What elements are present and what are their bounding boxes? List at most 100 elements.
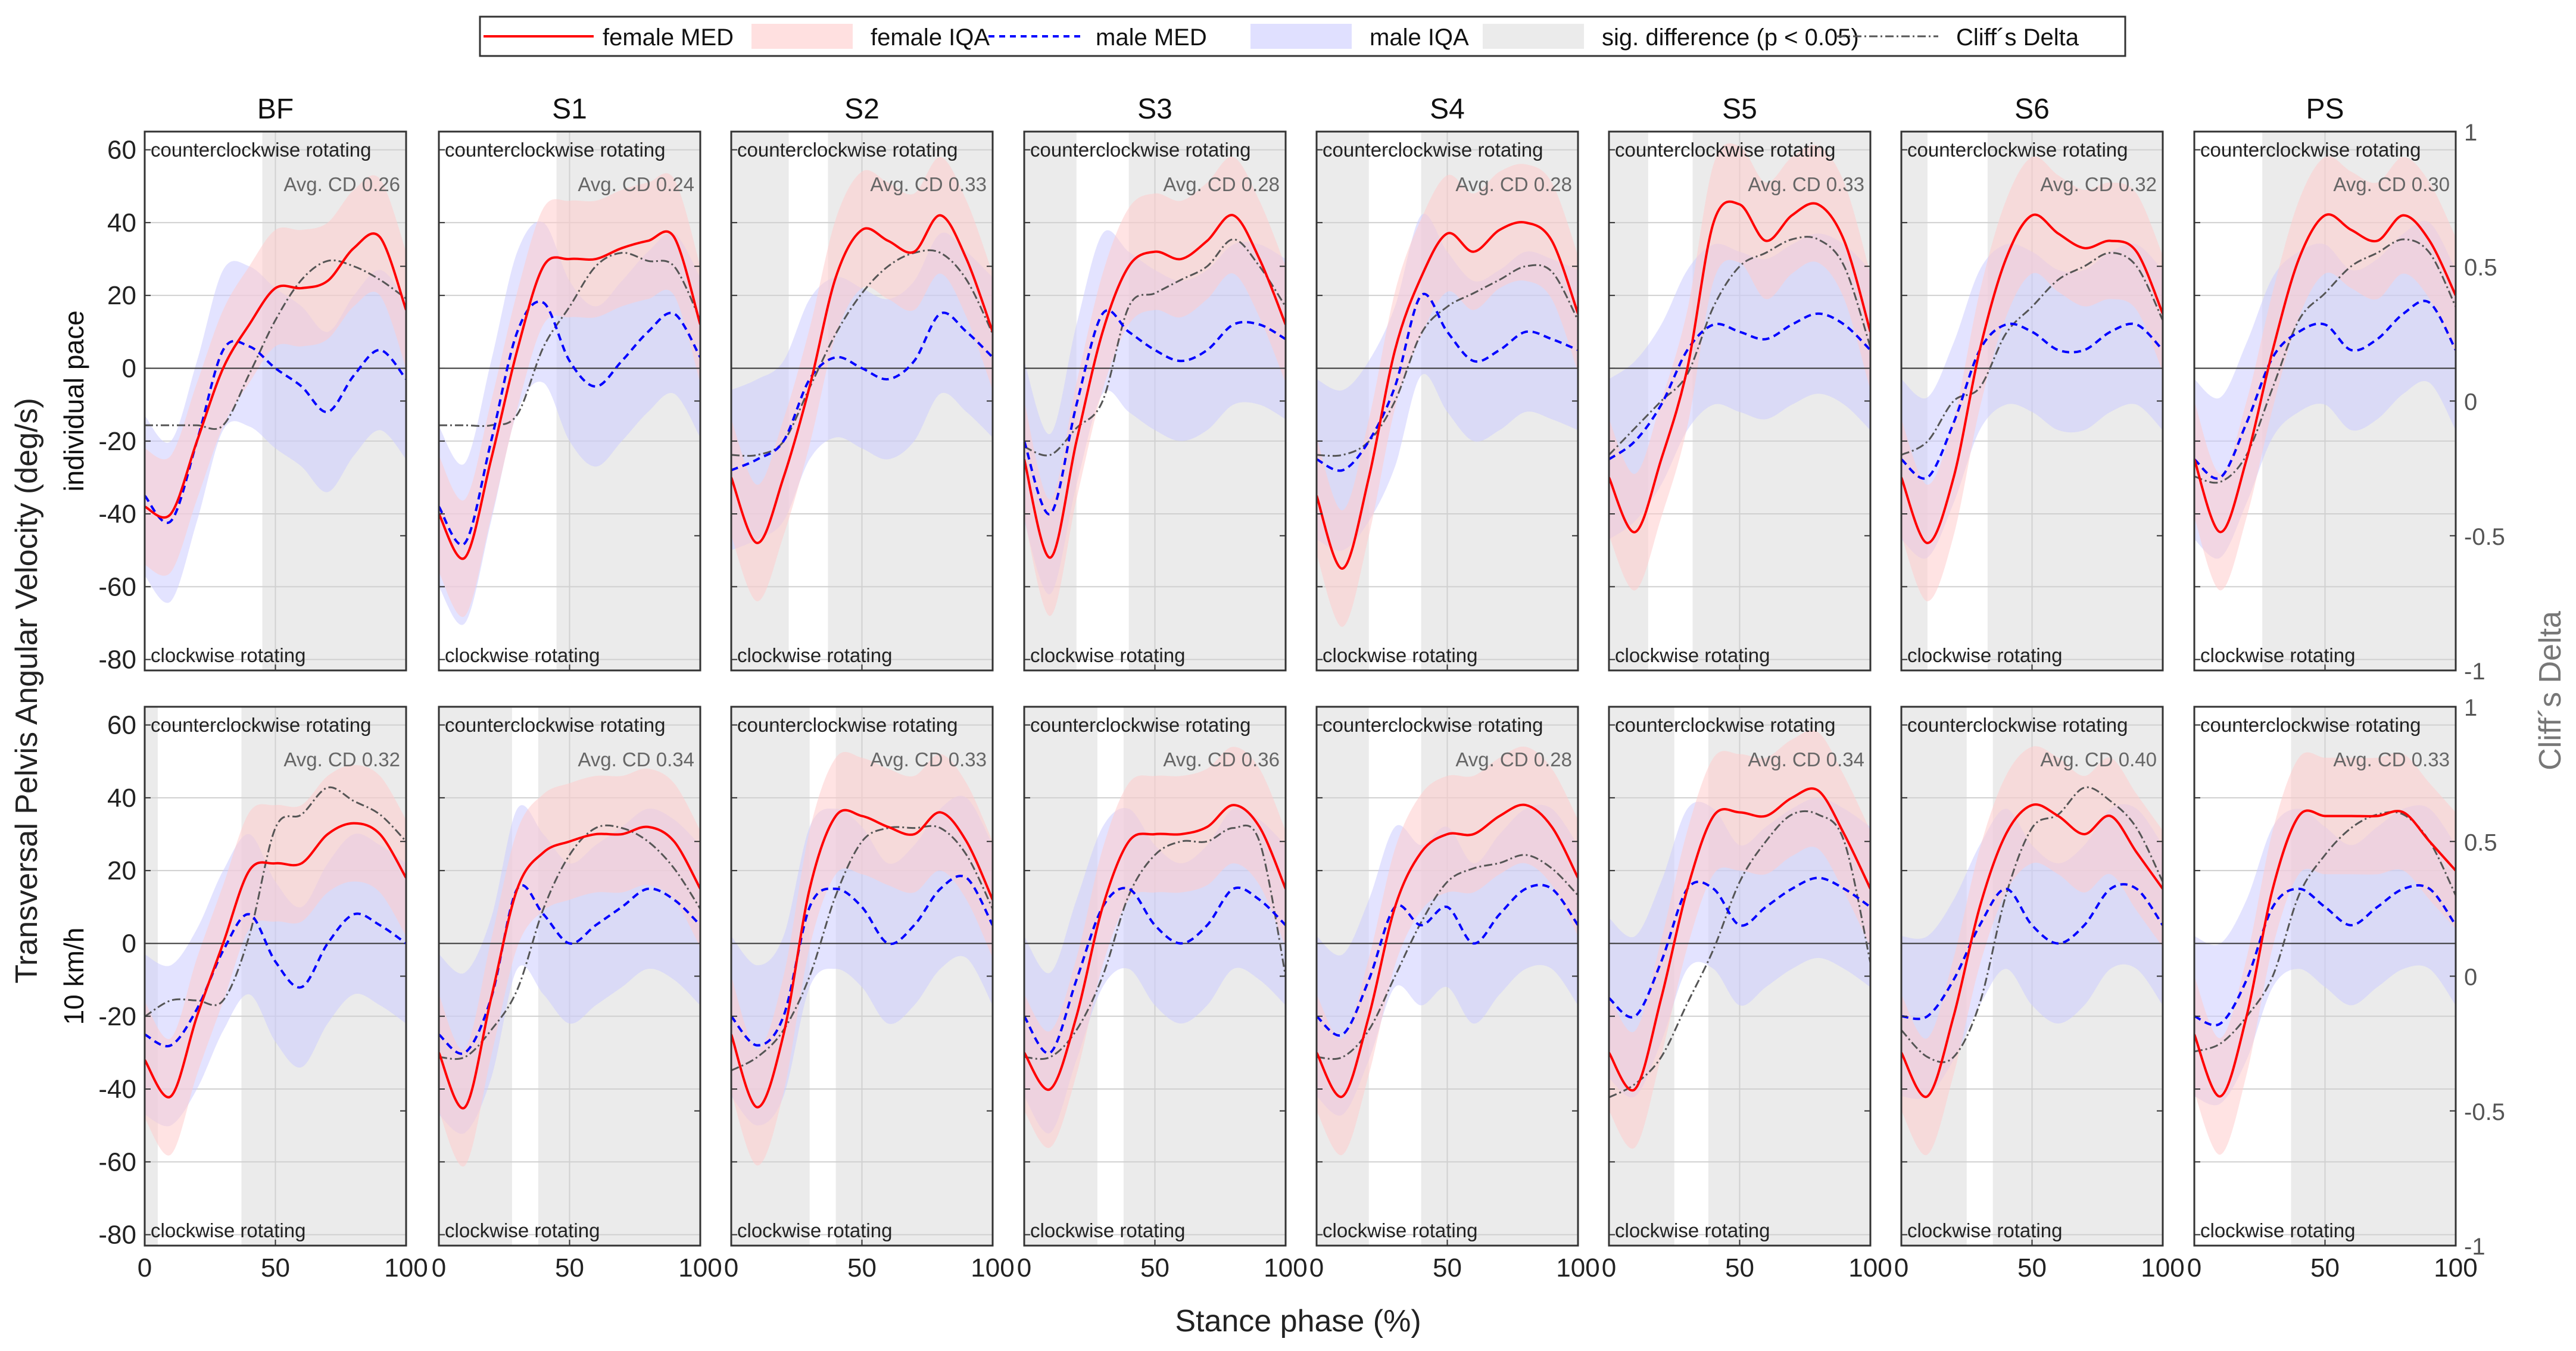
- y-tick-label: -80: [98, 645, 136, 675]
- upper-annotation: counterclockwise rotating: [445, 714, 666, 736]
- lower-annotation: clockwise rotating: [737, 1219, 892, 1241]
- lower-annotation: clockwise rotating: [1907, 1219, 2062, 1241]
- lower-annotation: clockwise rotating: [1323, 644, 1477, 666]
- male-iqa-band: [1317, 804, 1578, 1116]
- male-med-line: [145, 339, 406, 524]
- y-tick-label: -60: [98, 572, 136, 601]
- male-med-line: [145, 912, 406, 1048]
- female-iqa-band: [1901, 746, 2163, 1156]
- male-iqa-band: [2194, 220, 2456, 559]
- lower-annotation: clockwise rotating: [1323, 1219, 1477, 1241]
- female-med-line: [439, 825, 700, 1110]
- panel-s3-individual-pace: counterclockwise rotating clockwise rotat…: [1023, 93, 1287, 672]
- panel-s1-10kmh: counterclockwise rotating clockwise rotat…: [432, 706, 722, 1283]
- y-tick-label: 20: [107, 856, 136, 885]
- avg-cd-label: Avg. CD 0.33: [2333, 748, 2450, 770]
- x-tick-label: 100: [1264, 1253, 1307, 1283]
- upper-annotation: counterclockwise rotating: [1323, 139, 1543, 161]
- lower-annotation: clockwise rotating: [1030, 1219, 1185, 1241]
- lower-annotation: clockwise rotating: [1615, 1219, 1770, 1241]
- x-tick-label: 100: [1556, 1253, 1599, 1283]
- male-iqa-band: [145, 834, 406, 1127]
- cliffs-delta-line: [439, 824, 700, 1060]
- plot-area: [1901, 707, 2163, 1246]
- panel-title: S5: [1722, 93, 1757, 125]
- panel-s6-individual-pace: counterclockwise rotating clockwise rotat…: [1900, 93, 2164, 672]
- lower-annotation: clockwise rotating: [445, 644, 600, 666]
- male-med-line: [439, 300, 700, 546]
- male-med-line: [731, 311, 993, 472]
- upper-annotation: counterclockwise rotating: [151, 714, 372, 736]
- avg-cd-label: Avg. CD 0.33: [870, 173, 987, 195]
- female-iqa-band: [731, 751, 993, 1166]
- male-iqa-band: [2194, 805, 2456, 1106]
- plot-area: [731, 707, 993, 1246]
- female-med-line: [1317, 221, 1578, 570]
- x-tick-label: 100: [384, 1253, 428, 1283]
- female-med-line: [1609, 787, 1870, 1092]
- panel-s2-individual-pace: counterclockwise rotating clockwise rotat…: [730, 93, 994, 672]
- legend-label: male MED: [1096, 24, 1207, 51]
- male-iqa-band: [439, 221, 700, 625]
- lower-annotation: clockwise rotating: [1030, 644, 1185, 666]
- panel-title: S4: [1430, 93, 1465, 125]
- female-med-line: [145, 232, 406, 519]
- plot-area: [1024, 707, 1286, 1246]
- panel-bf-10kmh: counterclockwise rotating clockwise rotat…: [98, 706, 428, 1283]
- x-tick-label: 0: [1894, 1253, 1908, 1283]
- x-tick-label: 50: [2017, 1253, 2047, 1283]
- lower-annotation: clockwise rotating: [2200, 644, 2355, 666]
- legend-male-iqa-swatch: [1250, 24, 1352, 49]
- avg-cd-label: Avg. CD 0.40: [2040, 748, 2157, 770]
- plot-area: [2194, 707, 2456, 1246]
- male-iqa-band: [1024, 807, 1286, 1134]
- panels: individual pace counterclockwise rotating…: [58, 93, 2505, 1283]
- x-tick-label: 100: [2434, 1253, 2477, 1283]
- y-tick-label: -80: [98, 1221, 136, 1250]
- female-med-line: [1901, 803, 2163, 1099]
- panel-s5-10kmh: counterclockwise rotating clockwise rotat…: [1602, 706, 1892, 1283]
- female-med-line: [731, 809, 993, 1109]
- y-right-tick-label: -1: [2464, 659, 2485, 685]
- male-iqa-band: [1609, 797, 1870, 1098]
- x-tick-label: 50: [261, 1253, 290, 1283]
- female-med-line: [439, 230, 700, 560]
- y-axis-label: Transversal Pelvis Angular Velocity (deg…: [10, 398, 44, 984]
- plot-area: [145, 707, 406, 1246]
- legend-label: sig. difference (p < 0.05): [1602, 24, 1859, 51]
- panel-s3-10kmh: counterclockwise rotating clockwise rotat…: [1017, 706, 1308, 1283]
- male-med-line: [1901, 883, 2163, 1021]
- upper-annotation: counterclockwise rotating: [1030, 714, 1251, 736]
- legend-sig-swatch: [1483, 24, 1584, 49]
- panel-s4-10kmh: counterclockwise rotating clockwise rotat…: [1309, 706, 1600, 1283]
- x-tick-label: 0: [138, 1253, 152, 1283]
- lower-annotation: clockwise rotating: [151, 1219, 305, 1241]
- y-right-tick-label: 0: [2464, 389, 2477, 416]
- x-tick-label: 100: [1848, 1253, 1892, 1283]
- female-med-line: [145, 822, 406, 1099]
- panel-title: S6: [2014, 93, 2050, 125]
- panel-title: S3: [1137, 93, 1172, 125]
- female-med-line: [1901, 213, 2163, 544]
- y-tick-label: -40: [98, 1075, 136, 1104]
- y-tick-label: -40: [98, 500, 136, 529]
- upper-annotation: counterclockwise rotating: [1907, 139, 2128, 161]
- avg-cd-label: Avg. CD 0.32: [2040, 173, 2157, 195]
- x-tick-label: 50: [847, 1253, 877, 1283]
- x-tick-label: 100: [678, 1253, 722, 1283]
- y-right-tick-label: 0.5: [2464, 829, 2497, 856]
- female-iqa-band: [2194, 752, 2456, 1155]
- upper-annotation: counterclockwise rotating: [151, 139, 372, 161]
- plot-area: [1024, 132, 1286, 670]
- y-right-tick-label: 1: [2464, 695, 2477, 721]
- legend-label: female MED: [603, 24, 734, 51]
- upper-annotation: counterclockwise rotating: [737, 714, 958, 736]
- cliffs-delta-line: [1024, 238, 1286, 457]
- legend-female-iqa-swatch: [751, 24, 853, 49]
- plot-area: [439, 707, 700, 1246]
- female-iqa-band: [1317, 164, 1578, 627]
- y-tick-label: 40: [107, 208, 136, 238]
- female-iqa-band: [2194, 156, 2456, 591]
- plot-area: [2194, 132, 2456, 670]
- plot-area: [1609, 707, 1870, 1246]
